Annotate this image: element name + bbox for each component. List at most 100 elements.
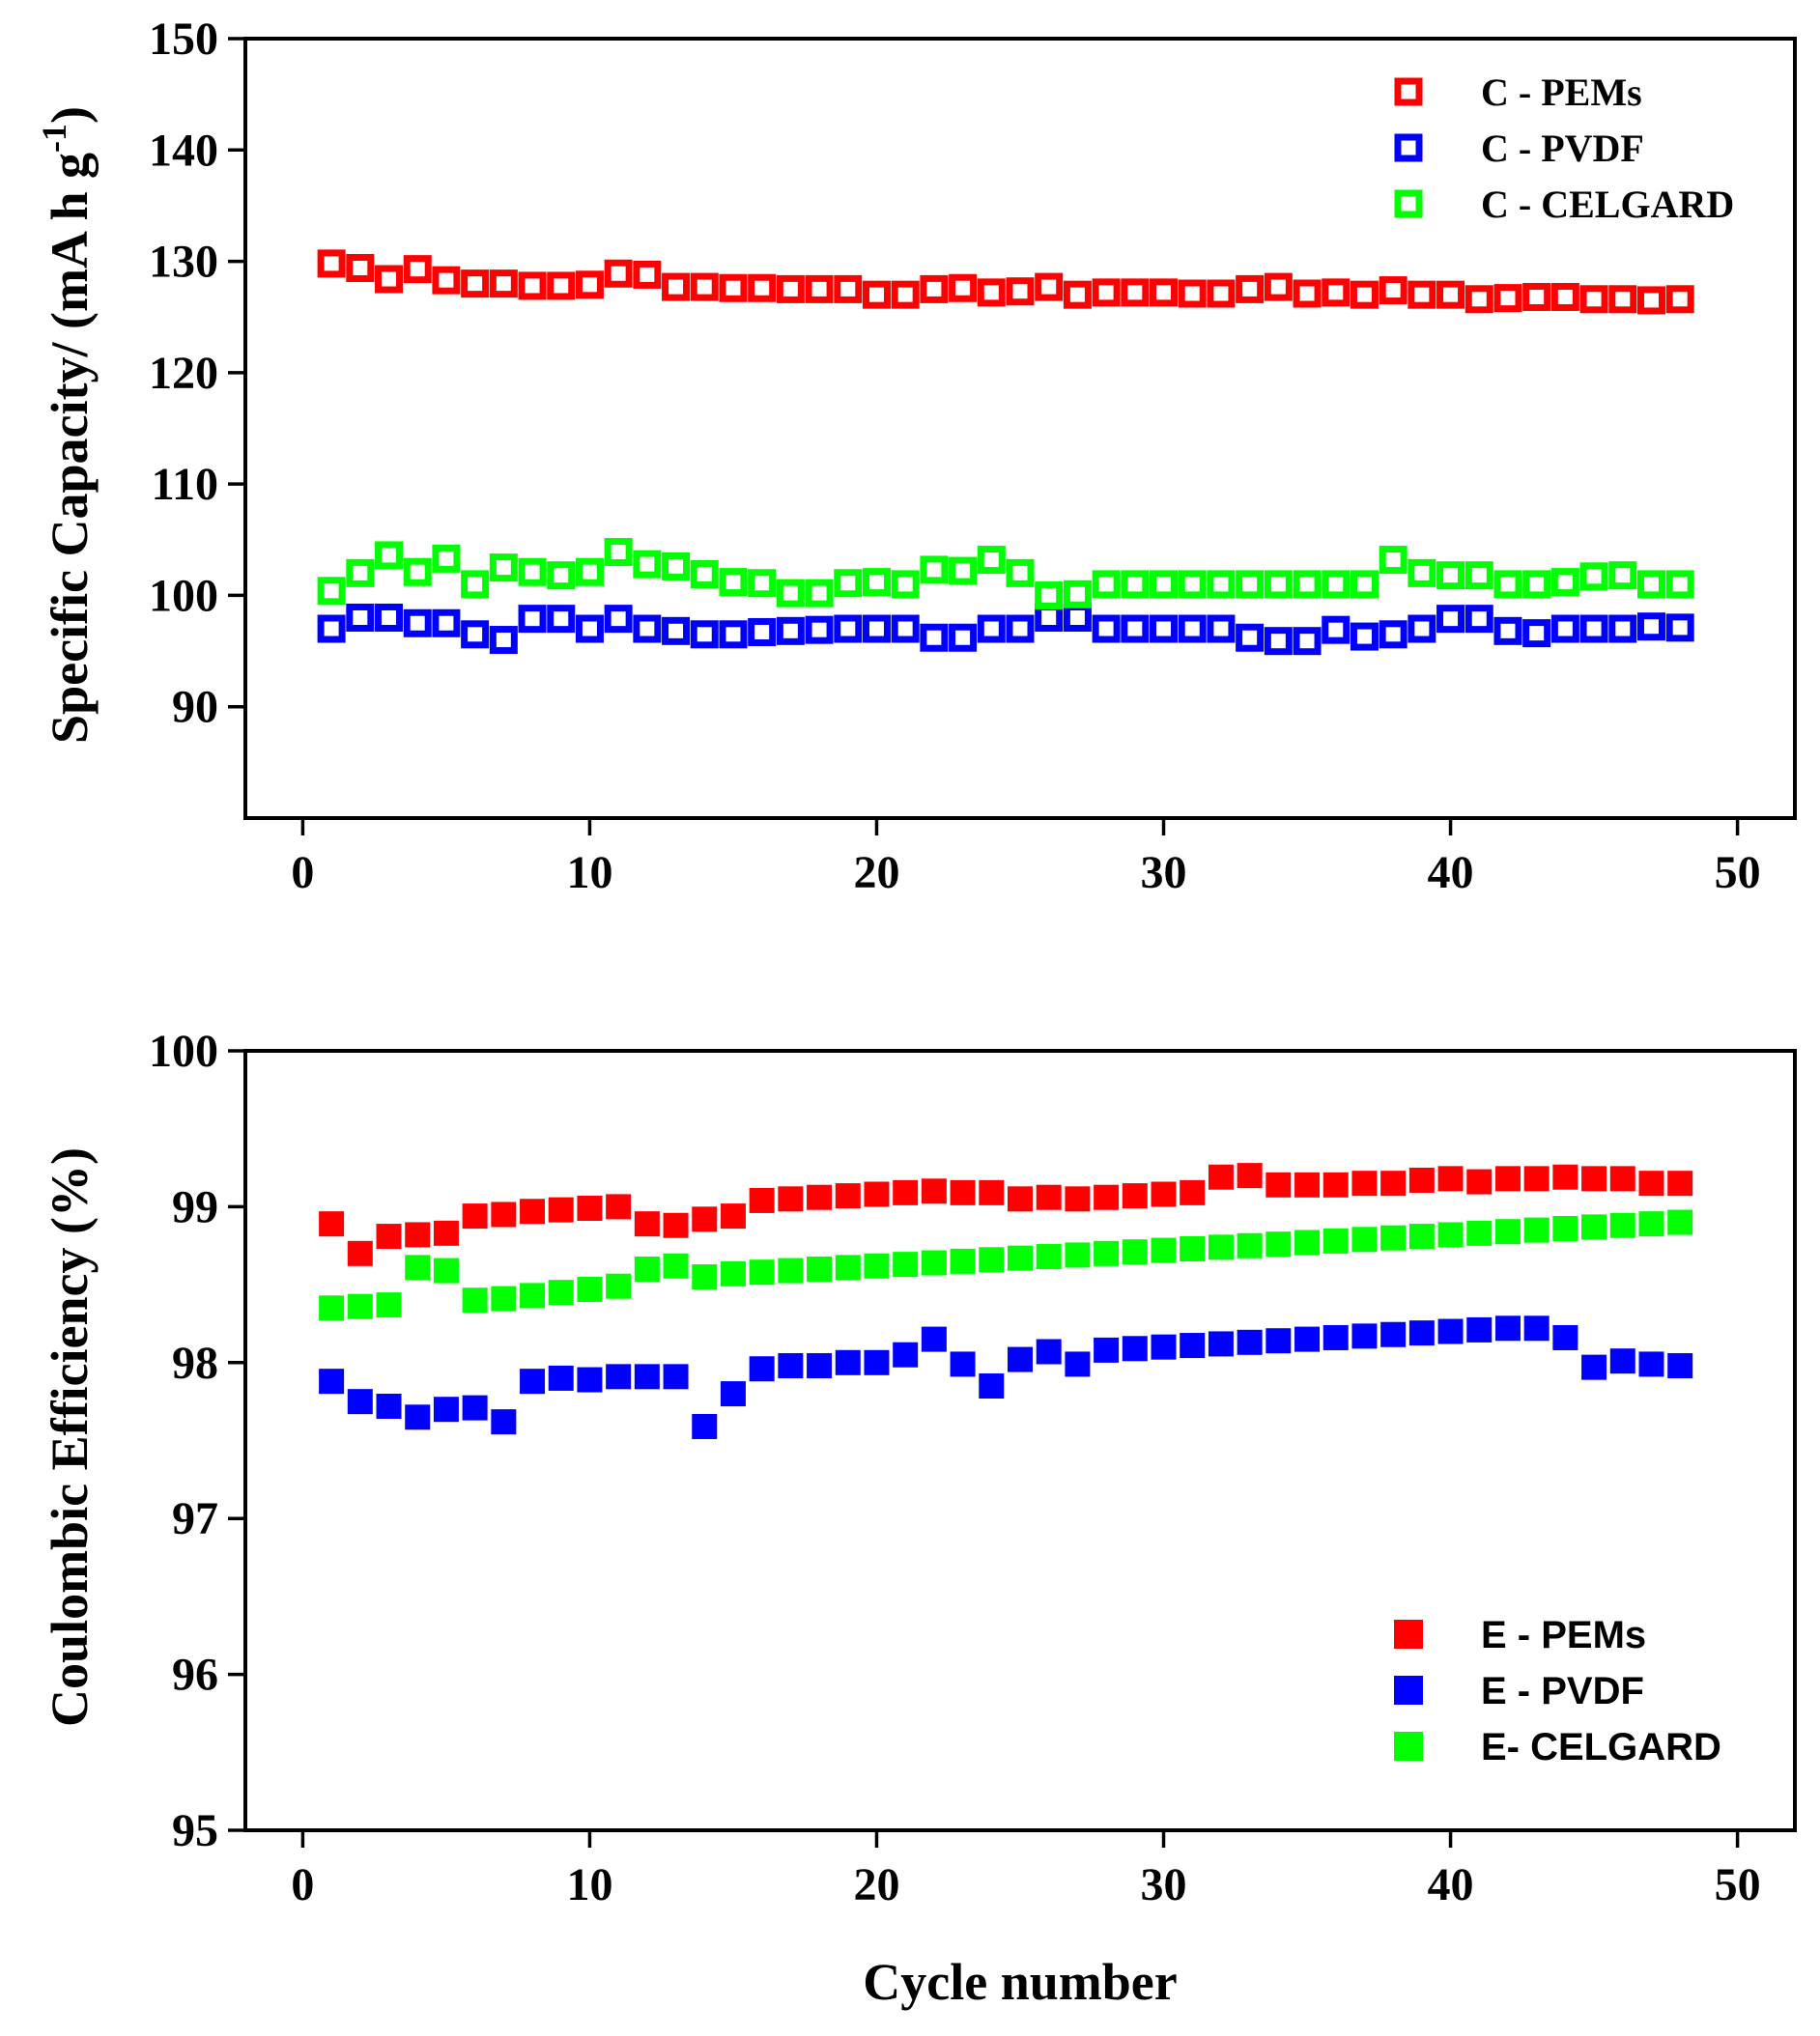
capacity-marker-series-3 xyxy=(518,557,547,586)
capacity-marker-series-2 xyxy=(1665,613,1694,642)
efficiency-legend-marker-3 xyxy=(1394,1732,1423,1761)
capacity-marker-series-2 xyxy=(1236,623,1265,652)
efficiency-marker-series-1 xyxy=(1667,1171,1693,1197)
efficiency-marker-series-2 xyxy=(1008,1346,1033,1372)
efficiency-marker-series-3 xyxy=(1065,1242,1091,1268)
capacity-marker-series-3 xyxy=(375,541,404,570)
capacity-marker-series-1 xyxy=(1322,278,1351,307)
efficiency-series-markers xyxy=(319,1163,1693,1439)
capacity-marker-series-2 xyxy=(1178,614,1207,643)
capacity-marker-series-1 xyxy=(518,271,547,300)
efficiency-marker-series-1 xyxy=(692,1206,718,1232)
efficiency-marker-series-2 xyxy=(950,1351,976,1377)
efficiency-marker-series-1 xyxy=(491,1202,517,1228)
capacity-marker-series-3 xyxy=(1207,570,1236,599)
capacity-marker-series-1 xyxy=(719,273,748,302)
capacity-legend: C - PEMs C - PVDF C - CELGARD xyxy=(1394,71,1734,226)
efficiency-marker-series-1 xyxy=(577,1196,603,1222)
efficiency-marker-series-1 xyxy=(1151,1181,1177,1207)
efficiency-marker-series-2 xyxy=(1036,1339,1062,1365)
efficiency-marker-series-1 xyxy=(864,1181,890,1207)
efficiency-marker-series-3 xyxy=(979,1247,1005,1273)
capacity-marker-series-1 xyxy=(575,270,604,299)
capacity-marker-series-2 xyxy=(1150,614,1179,643)
efficiency-marker-series-1 xyxy=(1437,1166,1464,1192)
efficiency-marker-series-3 xyxy=(1408,1224,1435,1250)
efficiency-marker-series-2 xyxy=(864,1349,890,1375)
capacity-marker-series-3 xyxy=(1092,570,1121,599)
capacity-marker-series-1 xyxy=(1150,278,1179,307)
efficiency-marker-series-3 xyxy=(864,1253,890,1279)
efficiency-marker-series-2 xyxy=(634,1364,660,1390)
efficiency-marker-series-3 xyxy=(692,1264,718,1290)
efficiency-marker-series-1 xyxy=(433,1220,459,1246)
capacity-marker-series-1 xyxy=(748,273,777,302)
efficiency-marker-series-1 xyxy=(1180,1179,1206,1205)
efficiency-x-tick-label: 0 xyxy=(291,1859,314,1910)
efficiency-marker-series-3 xyxy=(491,1286,517,1312)
efficiency-marker-series-2 xyxy=(1322,1324,1349,1350)
efficiency-marker-series-1 xyxy=(1408,1167,1435,1193)
capacity-y-tick-label: 90 xyxy=(172,682,218,733)
capacity-marker-series-1 xyxy=(1092,278,1121,307)
efficiency-x-tick-label: 30 xyxy=(1141,1859,1187,1910)
capacity-marker-series-3 xyxy=(834,569,863,598)
capacity-legend-label-2: C - PVDF xyxy=(1481,127,1644,170)
efficiency-marker-series-3 xyxy=(1638,1211,1664,1237)
capacity-marker-series-3 xyxy=(489,553,518,582)
efficiency-marker-series-2 xyxy=(1581,1354,1607,1380)
efficiency-marker-series-2 xyxy=(1609,1348,1635,1374)
efficiency-marker-series-3 xyxy=(720,1260,746,1287)
capacity-marker-series-2 xyxy=(1092,614,1121,643)
capacity-marker-series-1 xyxy=(1035,272,1064,301)
efficiency-marker-series-1 xyxy=(1609,1166,1635,1192)
efficiency-marker-series-1 xyxy=(1552,1164,1578,1190)
capacity-marker-series-1 xyxy=(862,280,891,309)
efficiency-marker-series-3 xyxy=(1437,1222,1464,1248)
capacity-marker-series-1 xyxy=(1350,280,1379,309)
capacity-marker-series-3 xyxy=(662,551,691,580)
efficiency-marker-series-2 xyxy=(778,1353,804,1379)
efficiency-marker-series-3 xyxy=(1552,1215,1578,1241)
capacity-marker-series-1 xyxy=(1408,280,1436,309)
efficiency-marker-series-1 xyxy=(520,1199,546,1225)
efficiency-marker-series-3 xyxy=(1380,1225,1407,1251)
capacity-marker-series-3 xyxy=(1350,570,1379,599)
efficiency-marker-series-3 xyxy=(319,1295,345,1321)
efficiency-marker-series-3 xyxy=(1265,1231,1292,1258)
efficiency-marker-series-2 xyxy=(1638,1351,1664,1377)
capacity-marker-series-2 xyxy=(834,614,863,643)
capacity-marker-series-2 xyxy=(375,603,404,632)
capacity-marker-series-2 xyxy=(547,605,576,634)
efficiency-marker-series-2 xyxy=(1208,1331,1234,1357)
efficiency-marker-series-2 xyxy=(1380,1321,1407,1347)
capacity-marker-series-2 xyxy=(1436,605,1465,634)
efficiency-marker-series-2 xyxy=(1265,1328,1292,1354)
efficiency-marker-series-3 xyxy=(1523,1217,1550,1243)
capacity-marker-series-1 xyxy=(1264,272,1293,301)
efficiency-marker-series-3 xyxy=(1151,1237,1177,1263)
capacity-y-tick-label: 110 xyxy=(152,459,218,510)
capacity-marker-series-2 xyxy=(1322,615,1351,644)
efficiency-marker-series-3 xyxy=(1122,1239,1148,1265)
capacity-marker-series-2 xyxy=(317,614,346,643)
efficiency-legend-marker-1 xyxy=(1394,1620,1423,1649)
capacity-marker-series-1 xyxy=(1379,276,1408,305)
capacity-y-tick-label: 150 xyxy=(149,14,218,65)
efficiency-marker-series-3 xyxy=(1180,1235,1206,1261)
efficiency-marker-series-1 xyxy=(1065,1186,1091,1212)
capacity-marker-series-2 xyxy=(748,617,777,646)
efficiency-marker-series-1 xyxy=(1036,1184,1062,1210)
efficiency-marker-series-3 xyxy=(405,1255,431,1281)
capacity-marker-series-1 xyxy=(920,274,949,303)
efficiency-legend-label-1: E - PEMs xyxy=(1481,1614,1646,1656)
capacity-marker-series-2 xyxy=(432,608,461,637)
capacity-marker-series-1 xyxy=(1665,285,1694,314)
efficiency-marker-series-3 xyxy=(1581,1214,1607,1240)
capacity-marker-series-1 xyxy=(1579,285,1608,314)
efficiency-marker-series-2 xyxy=(749,1356,775,1382)
efficiency-marker-series-3 xyxy=(1036,1244,1062,1270)
efficiency-y-tick-label: 100 xyxy=(149,1026,218,1077)
capacity-marker-series-3 xyxy=(719,568,748,597)
capacity-marker-series-3 xyxy=(1379,546,1408,575)
